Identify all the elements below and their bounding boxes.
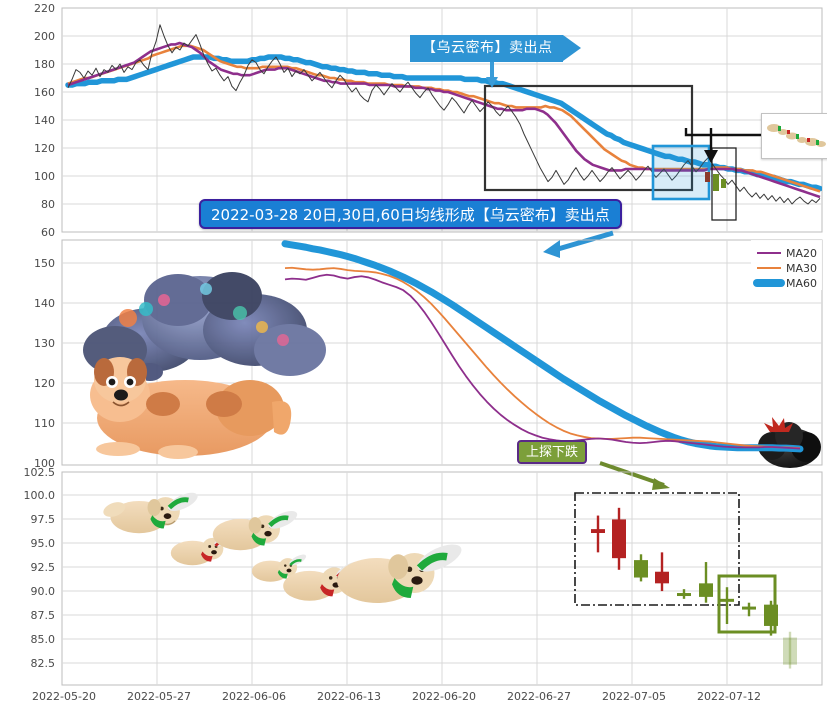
callout-main-label[interactable]: 2022-03-28 20日,30日,60日均线形成【乌云密布】卖出点 — [199, 199, 622, 229]
xtick-label: 2022-06-13 — [317, 690, 381, 703]
dog-illustration — [90, 357, 292, 459]
ytick-label: 85.0 — [31, 633, 56, 646]
xaxis-tick-labels: 2022-05-20 2022-05-27 2022-06-06 2022-06… — [32, 690, 761, 703]
candle-body — [699, 583, 713, 597]
panel-top-series — [65, 24, 822, 205]
candle-body — [764, 604, 778, 626]
ytick-label: 120 — [34, 142, 55, 155]
micro-candle — [705, 172, 710, 182]
ytick-label: 180 — [34, 58, 55, 71]
xtick-label: 2022-06-27 — [507, 690, 571, 703]
banner-sell-point[interactable]: 【乌云密布】卖出点 — [410, 35, 580, 62]
legend-label-ma30: MA30 — [786, 262, 817, 275]
puppy-trail-illustration — [103, 492, 462, 603]
ytick-label: 82.5 — [31, 657, 56, 670]
ytick-label: 60 — [41, 226, 55, 239]
ytick-label: 90.0 — [31, 585, 56, 598]
panel-bottom-ytick-labels: 102.5 100.0 97.5 95.0 92.5 90.0 87.5 85.… — [24, 466, 56, 670]
candle-body — [655, 571, 669, 584]
selection-rectangle[interactable] — [483, 84, 694, 192]
micro-candle — [721, 179, 726, 188]
ytick-label: 80 — [41, 198, 55, 211]
ytick-label: 97.5 — [31, 513, 56, 526]
xtick-label: 2022-05-20 — [32, 690, 96, 703]
panel-middle-ytick-labels: 150 140 130 120 110 100 — [34, 257, 55, 470]
xtick-label: 2022-06-06 — [222, 690, 286, 703]
ytick-label: 100 — [34, 170, 55, 183]
ytick-label: 140 — [34, 297, 55, 310]
bomb-cloud-illustration — [758, 417, 821, 468]
panel-top-markers — [483, 62, 761, 221]
panel-top-ytick-labels: 220 200 180 160 140 120 100 80 60 — [34, 2, 55, 239]
chip-green-arrow — [599, 461, 670, 490]
series-ma20-line — [284, 273, 801, 450]
ytick-label: 95.0 — [31, 537, 56, 550]
legend-label-ma60: MA60 — [786, 277, 817, 290]
ytick-label: 140 — [34, 114, 55, 127]
candle-body — [783, 637, 797, 665]
highlight-rectangle[interactable] — [651, 144, 711, 201]
ytick-label: 130 — [34, 337, 55, 350]
xtick-label: 2022-07-12 — [697, 690, 761, 703]
candle-body — [677, 593, 691, 597]
legend-label-ma20: MA20 — [786, 247, 817, 260]
inset-thumbnail-art — [767, 124, 826, 147]
xtick-label: 2022-06-20 — [412, 690, 476, 703]
chart-legend: MA20 MA30 MA60 — [751, 240, 822, 290]
candle-body — [612, 519, 626, 559]
panel-middle-series — [281, 240, 804, 453]
xtick-label: 2022-05-27 — [127, 690, 191, 703]
ytick-label: 160 — [34, 86, 55, 99]
banner-down-arrow — [486, 62, 498, 88]
candle-body — [742, 606, 756, 610]
candlestick-series — [591, 507, 797, 669]
ytick-label: 100 — [34, 457, 55, 470]
olive-selection-rectangle[interactable] — [717, 574, 777, 634]
marker-rectangle-narrow[interactable] — [711, 147, 737, 221]
down-arrow-marker — [704, 128, 718, 163]
candle-body — [591, 529, 605, 533]
ytick-label: 110 — [34, 417, 55, 430]
ytick-label: 150 — [34, 257, 55, 270]
series-ma60-line — [65, 54, 822, 192]
xtick-label: 2022-07-05 — [602, 690, 666, 703]
ytick-label: 200 — [34, 30, 55, 43]
ytick-label: 120 — [34, 377, 55, 390]
candle-body — [634, 560, 648, 578]
panel-bottom-markers — [574, 492, 777, 634]
zoom-inset-thumbnail[interactable] — [761, 113, 827, 159]
ytick-label: 100.0 — [24, 489, 56, 502]
chip-probe-drop[interactable]: 上探下跌 — [517, 440, 588, 464]
inset-connector-line — [684, 128, 761, 137]
callout-arrow — [543, 230, 614, 258]
ytick-label: 102.5 — [24, 466, 56, 479]
series-ma30-line — [284, 266, 801, 450]
storm-cloud-illustration — [83, 272, 326, 381]
dashdot-selection-rectangle[interactable] — [574, 492, 740, 606]
ytick-label: 220 — [34, 2, 55, 15]
series-price-line — [67, 24, 821, 205]
ytick-label: 92.5 — [31, 561, 56, 574]
micro-candle — [713, 174, 719, 191]
ytick-label: 87.5 — [31, 609, 56, 622]
candle-body — [720, 598, 734, 602]
